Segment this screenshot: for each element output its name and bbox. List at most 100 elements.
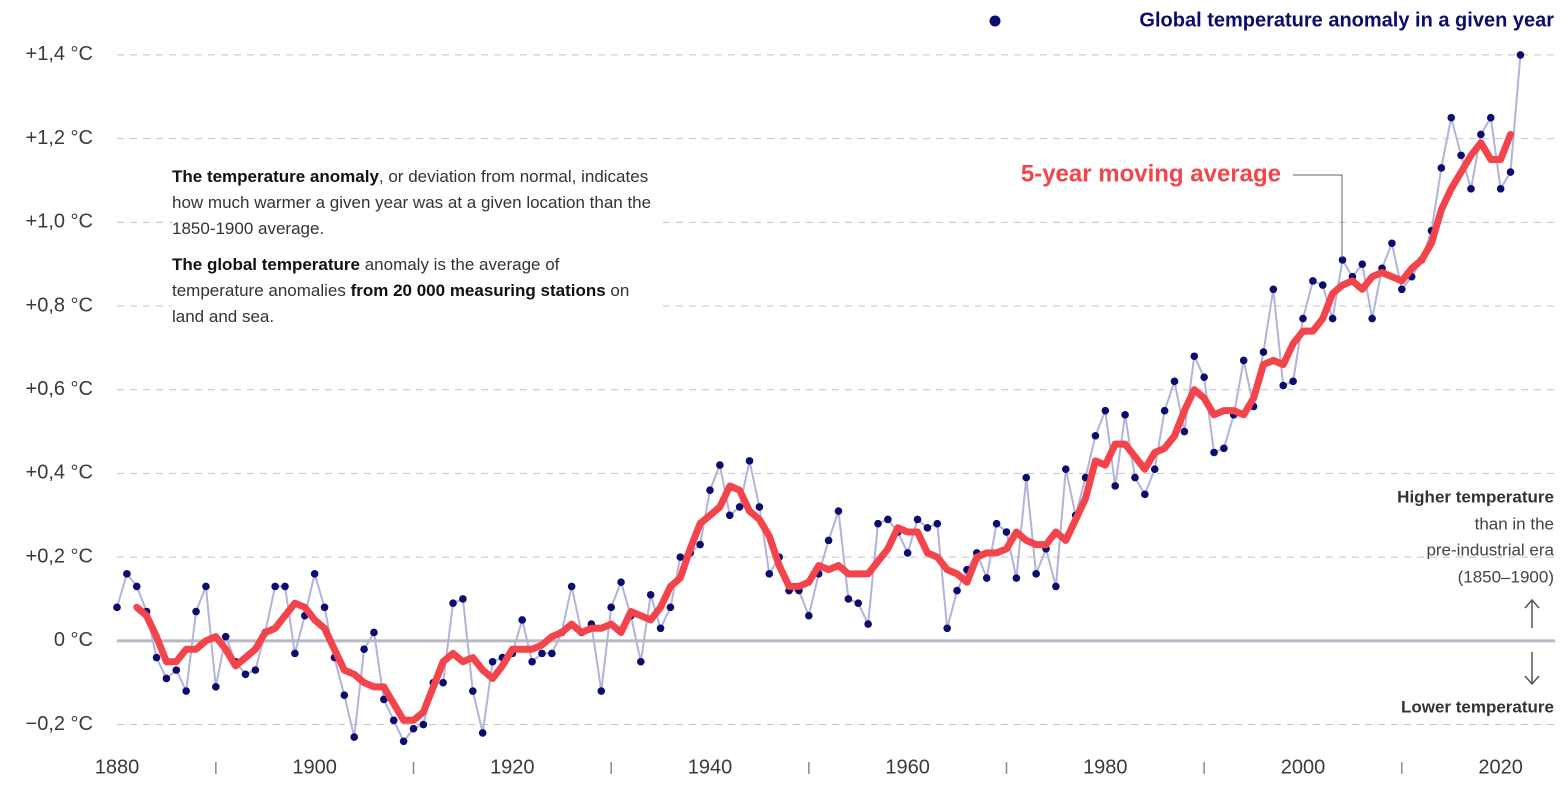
annual-dot — [1160, 406, 1169, 415]
annual-dot — [745, 457, 754, 465]
note-text: , or deviation from normal, indicates ho… — [172, 167, 652, 238]
annual-dot — [113, 603, 121, 612]
annual-dot — [291, 649, 299, 658]
annual-dot — [1052, 582, 1060, 591]
note-text: from 20 000 measuring stations — [350, 281, 606, 300]
annual-dot — [646, 590, 655, 599]
annual-dot — [696, 540, 704, 549]
annual-dot — [538, 649, 546, 658]
annual-dot — [1091, 431, 1100, 440]
annual-dot — [1477, 130, 1485, 139]
annual-dot — [152, 653, 161, 662]
annual-dot — [1002, 528, 1011, 536]
x-tick-label: 1940 — [688, 756, 733, 778]
annual-dot — [1022, 473, 1031, 482]
annual-dot — [1437, 164, 1446, 172]
annual-dot — [132, 582, 141, 591]
annual-dot — [202, 582, 210, 591]
annual-dot — [468, 687, 477, 695]
annual-dot — [933, 519, 942, 528]
annual-dot — [903, 549, 912, 557]
annual-dot — [1032, 570, 1040, 578]
annual-dot — [1150, 465, 1159, 474]
annual-dot — [567, 582, 576, 591]
annual-dot — [1131, 473, 1139, 482]
lower-note: Lower temperature — [1401, 697, 1554, 716]
annual-dot — [923, 524, 932, 532]
x-tick-label: 2020 — [1478, 756, 1523, 778]
annual-dot — [389, 716, 398, 725]
y-tick-label: +0,8 °C — [26, 294, 93, 316]
annual-dot — [725, 511, 734, 520]
annual-dot — [439, 678, 447, 687]
annual-dot — [241, 670, 250, 679]
moving-average-line — [133, 130, 1514, 724]
annual-dot — [1170, 377, 1179, 386]
annual-dot — [221, 632, 230, 641]
annual-dot — [548, 649, 556, 658]
annual-dot — [212, 683, 220, 691]
annual-dot — [834, 507, 843, 515]
annual-dot — [1259, 348, 1268, 356]
annual-dot — [1516, 51, 1525, 59]
annual-dot — [666, 603, 675, 612]
annual-dot — [409, 724, 418, 733]
annual-dot — [1220, 444, 1228, 453]
annual-dot — [1338, 256, 1347, 264]
higher-note: pre-industrial era — [1426, 540, 1554, 559]
annual-dot — [123, 570, 131, 578]
annual-dot — [1210, 448, 1218, 457]
x-tick-label: 1880 — [95, 756, 140, 778]
y-tick-label: +1,2 °C — [26, 127, 93, 149]
annual-dot — [1012, 574, 1021, 582]
annual-dot — [488, 657, 497, 666]
series-label: 5-year moving average — [1021, 160, 1281, 187]
annual-dot — [528, 657, 536, 666]
legend-dot — [989, 15, 1001, 27]
annual-dot — [943, 624, 951, 633]
annual-dot — [755, 503, 764, 511]
y-tick-label: +1,0 °C — [26, 211, 93, 233]
arrow-up — [1524, 598, 1540, 628]
note-text: on land and sea. — [172, 281, 630, 326]
annual-dot — [419, 720, 428, 729]
annual-dot — [1121, 411, 1129, 419]
annual-dot — [1141, 490, 1149, 499]
annual-dot — [271, 582, 279, 591]
y-tick-label: +0,2 °C — [26, 545, 93, 567]
annual-dot — [172, 666, 181, 674]
annual-dot — [607, 603, 615, 612]
annual-dot — [1269, 285, 1278, 294]
higher-note: Higher temperature — [1397, 487, 1554, 506]
annual-dot — [1328, 314, 1337, 323]
annual-dot — [478, 729, 487, 737]
annual-dot — [459, 595, 467, 603]
annual-dot — [518, 616, 527, 624]
annual-dot — [320, 603, 329, 612]
annual-dot — [1506, 168, 1515, 176]
x-tick-label: 1980 — [1083, 756, 1128, 778]
leader-line — [1293, 174, 1343, 258]
annual-dot — [1486, 113, 1495, 122]
higher-note: (1850–1900) — [1458, 567, 1554, 586]
annual-dot — [982, 574, 991, 582]
annual-dot — [854, 599, 863, 607]
annual-dot — [1180, 427, 1189, 436]
annual-dot — [1467, 185, 1475, 193]
annual-dot — [1496, 185, 1505, 193]
note-text: anomaly is the average of temperature an… — [172, 255, 560, 300]
annual-dot — [706, 486, 714, 494]
higher-note: than in the — [1475, 514, 1554, 533]
annual-dot — [953, 586, 961, 595]
annual-dot — [1111, 482, 1119, 490]
x-tick-label: 1900 — [292, 756, 337, 778]
annual-dot — [735, 503, 744, 511]
annual-dot — [1101, 406, 1110, 415]
legend-label: Global temperature anomaly in a given ye… — [1139, 9, 1554, 31]
annual-dot — [449, 599, 457, 607]
annual-dot — [992, 519, 1001, 528]
annual-dot — [1190, 352, 1199, 361]
annual-dot — [597, 687, 606, 695]
annual-dot — [824, 536, 833, 545]
note-text: The global temperature — [172, 255, 360, 274]
